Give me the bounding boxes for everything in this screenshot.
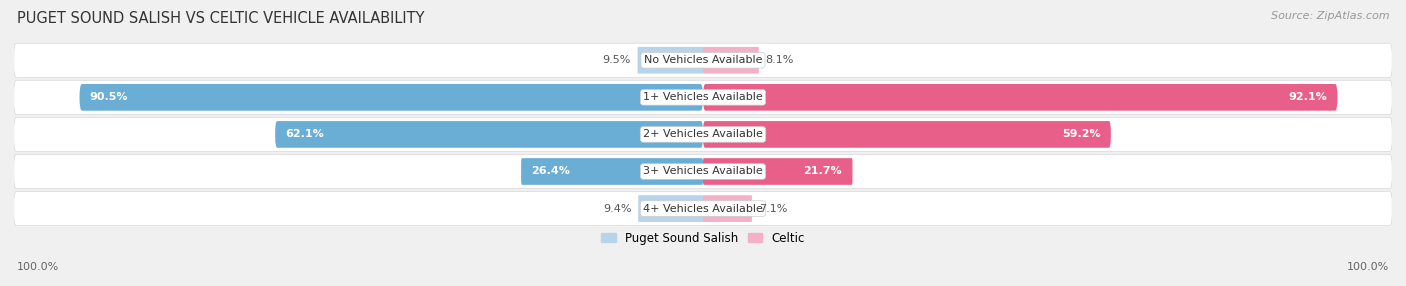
- FancyBboxPatch shape: [703, 121, 1111, 148]
- Text: 3+ Vehicles Available: 3+ Vehicles Available: [643, 166, 763, 176]
- FancyBboxPatch shape: [14, 117, 1392, 152]
- Text: 92.1%: 92.1%: [1288, 92, 1327, 102]
- Text: 8.1%: 8.1%: [766, 55, 794, 65]
- Text: 1+ Vehicles Available: 1+ Vehicles Available: [643, 92, 763, 102]
- FancyBboxPatch shape: [703, 47, 759, 74]
- FancyBboxPatch shape: [703, 84, 1337, 111]
- FancyBboxPatch shape: [638, 195, 703, 222]
- Text: 21.7%: 21.7%: [804, 166, 842, 176]
- FancyBboxPatch shape: [80, 84, 703, 111]
- Text: 2+ Vehicles Available: 2+ Vehicles Available: [643, 130, 763, 139]
- FancyBboxPatch shape: [14, 192, 1392, 226]
- Text: 90.5%: 90.5%: [90, 92, 128, 102]
- FancyBboxPatch shape: [14, 154, 1392, 188]
- Legend: Puget Sound Salish, Celtic: Puget Sound Salish, Celtic: [602, 232, 804, 245]
- FancyBboxPatch shape: [703, 195, 752, 222]
- Text: 7.1%: 7.1%: [759, 204, 787, 214]
- Text: 59.2%: 59.2%: [1062, 130, 1101, 139]
- FancyBboxPatch shape: [14, 80, 1392, 114]
- Text: 62.1%: 62.1%: [285, 130, 325, 139]
- FancyBboxPatch shape: [522, 158, 703, 185]
- Text: 9.4%: 9.4%: [603, 204, 631, 214]
- Text: No Vehicles Available: No Vehicles Available: [644, 55, 762, 65]
- FancyBboxPatch shape: [703, 158, 852, 185]
- Text: 26.4%: 26.4%: [531, 166, 571, 176]
- Text: PUGET SOUND SALISH VS CELTIC VEHICLE AVAILABILITY: PUGET SOUND SALISH VS CELTIC VEHICLE AVA…: [17, 11, 425, 26]
- FancyBboxPatch shape: [637, 47, 703, 74]
- FancyBboxPatch shape: [276, 121, 703, 148]
- Text: 9.5%: 9.5%: [602, 55, 631, 65]
- FancyBboxPatch shape: [14, 43, 1392, 77]
- Text: Source: ZipAtlas.com: Source: ZipAtlas.com: [1271, 11, 1389, 21]
- Text: 100.0%: 100.0%: [1347, 262, 1389, 272]
- Text: 4+ Vehicles Available: 4+ Vehicles Available: [643, 204, 763, 214]
- Text: 100.0%: 100.0%: [17, 262, 59, 272]
